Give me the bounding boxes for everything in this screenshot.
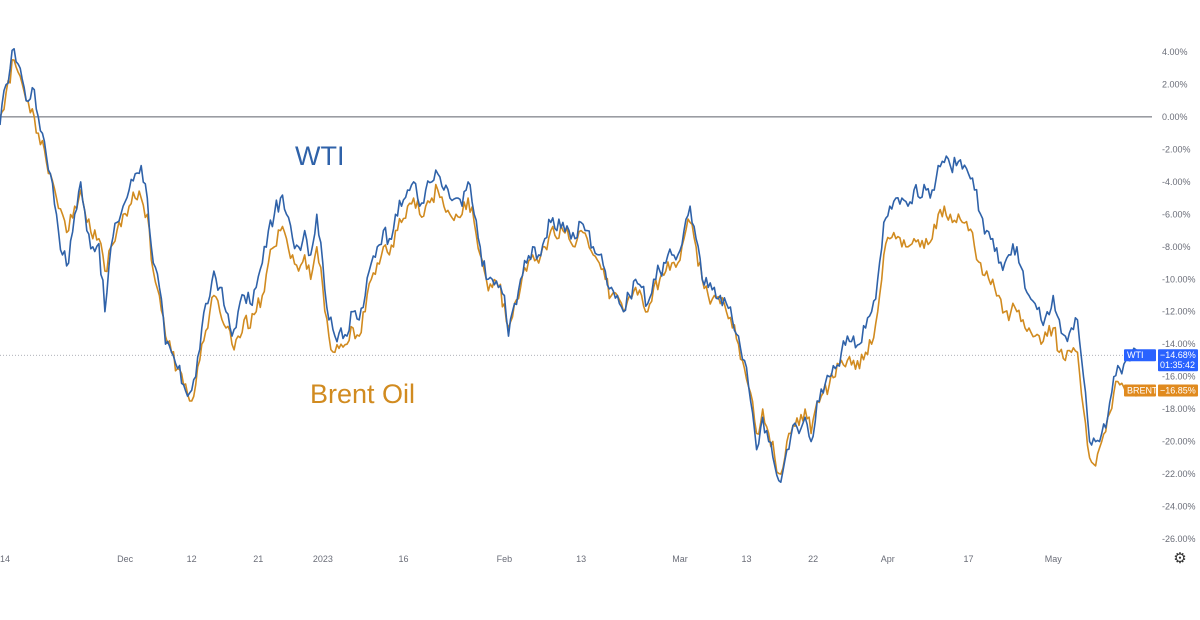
y-tick-label: -22.00%: [1162, 469, 1196, 479]
y-tick-label: -14.00%: [1162, 339, 1196, 349]
badge-wti: WTI −14.68%01:35:42: [1124, 349, 1198, 372]
x-tick-label: 13: [742, 554, 752, 564]
badge-value: −14.68%: [1160, 350, 1196, 360]
x-tick-label: 2023: [313, 554, 333, 564]
y-tick-label: -18.00%: [1162, 404, 1196, 414]
x-tick-label: Dec: [117, 554, 134, 564]
y-tick-label: -26.00%: [1162, 534, 1196, 544]
y-tick-label: -20.00%: [1162, 437, 1196, 447]
y-tick-label: 0.00%: [1162, 112, 1188, 122]
y-tick-label: 4.00%: [1162, 47, 1188, 57]
x-tick-label: 13: [576, 554, 586, 564]
x-tick-label: 22: [808, 554, 818, 564]
y-tick-label: -12.00%: [1162, 307, 1196, 317]
badge-symbol: WTI: [1127, 350, 1144, 360]
x-tick-label: Mar: [672, 554, 688, 564]
y-tick-label: -16.00%: [1162, 372, 1196, 382]
x-tick-label: Apr: [881, 554, 895, 564]
y-tick-label: -10.00%: [1162, 274, 1196, 284]
badge-brent: BRENT −16.85%: [1124, 384, 1198, 397]
series-layer: [0, 48, 1141, 483]
badge-value: −16.85%: [1160, 385, 1196, 395]
x-tick-label: 14: [0, 554, 10, 564]
y-tick-label: -4.00%: [1162, 177, 1191, 187]
x-tick-label: 16: [399, 554, 409, 564]
y-tick-label: -2.00%: [1162, 144, 1191, 154]
x-tick-label: May: [1045, 554, 1063, 564]
badge-countdown: 01:35:42: [1160, 360, 1195, 370]
badge-symbol: BRENT: [1127, 385, 1158, 395]
last-value-badges: WTI −14.68%01:35:42 BRENT −16.85%: [1124, 349, 1198, 397]
axes-layer: 4.00% 2.00% 0.00% -2.00% -4.00% -6.00% -8.00% -…: [0, 47, 1196, 564]
x-tick-label: Feb: [497, 554, 513, 564]
x-tick-label: 12: [187, 554, 197, 564]
series-brent-line: [0, 59, 1141, 475]
x-tick-label: 17: [963, 554, 973, 564]
y-tick-label: -6.00%: [1162, 209, 1191, 219]
wti-annotation: WTI: [295, 141, 344, 171]
y-tick-label: -8.00%: [1162, 242, 1191, 252]
brent-annotation: Brent Oil: [310, 379, 415, 409]
y-tick-label: 2.00%: [1162, 79, 1188, 89]
x-tick-label: 21: [253, 554, 263, 564]
y-tick-label: -24.00%: [1162, 502, 1196, 512]
gear-icon[interactable]: ⚙: [1173, 549, 1187, 567]
series-wti-line: [0, 48, 1141, 483]
